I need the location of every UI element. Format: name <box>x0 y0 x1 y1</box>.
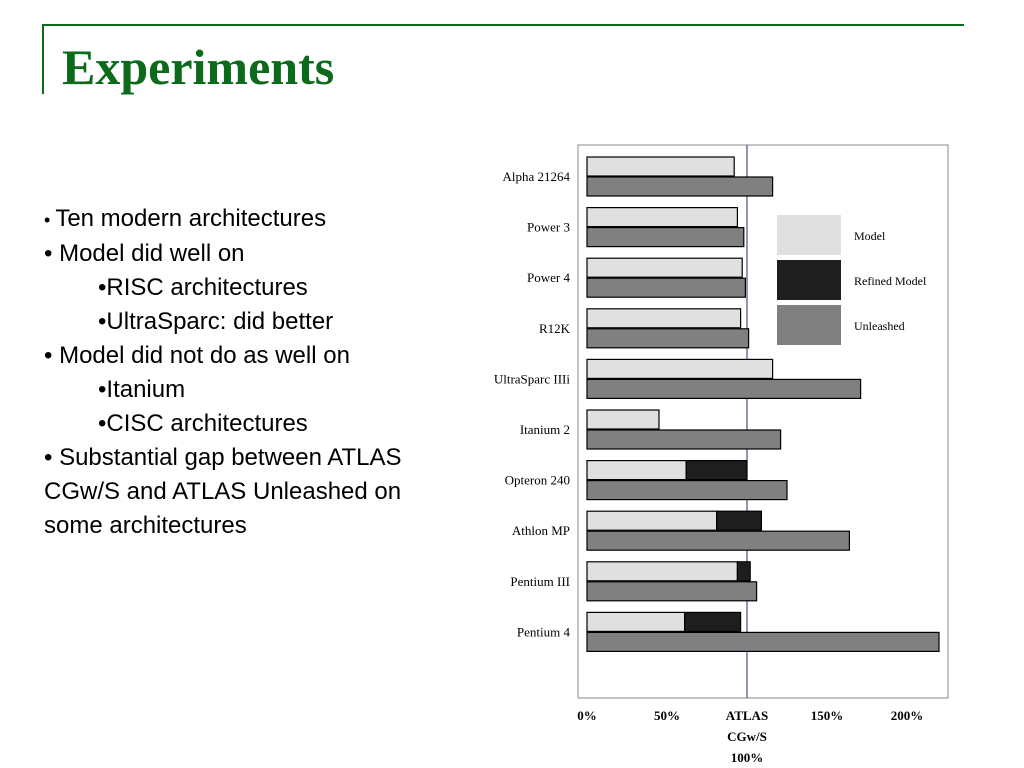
legend-label: Refined Model <box>854 274 927 288</box>
bullet-dot: • <box>44 210 56 230</box>
bullet-item: •UltraSparc: did better <box>44 305 484 339</box>
bar-refined-model <box>685 460 748 481</box>
category-label: UltraSparc IIIi <box>494 371 571 386</box>
frame-top-rule <box>42 24 964 26</box>
bar-unleashed <box>586 277 746 298</box>
bullet-item: •RISC architectures <box>44 271 484 305</box>
bullet-item: •CISC architectures <box>44 407 484 441</box>
plot-frame <box>577 144 949 699</box>
slide-title: Experiments <box>62 39 335 95</box>
bar-unleashed <box>586 530 850 551</box>
bullet-list: • Ten modern architectures • Model did we… <box>44 202 484 543</box>
bullet-item: • Substantial gap between ATLAS <box>44 441 484 475</box>
bar-model <box>586 206 738 228</box>
reference-label: CGw/S <box>727 729 767 744</box>
category-label: Itanium 2 <box>520 422 570 437</box>
bar-chart: Alpha 21264 Power 3 Power 4 R12K UltraSparc … <box>494 144 949 765</box>
bullet-text: •UltraSparc: did better <box>98 308 334 335</box>
bullet-item: CGw/S and ATLAS Unleashed on <box>44 475 484 509</box>
legend-swatch <box>777 215 841 255</box>
bullet-text: •CISC architectures <box>98 410 308 437</box>
bar-model <box>586 358 774 379</box>
bar-model <box>586 510 718 531</box>
x-tick-label: 0% <box>577 708 597 723</box>
bar-unleashed <box>586 429 782 450</box>
legend-label: Unleashed <box>854 319 905 333</box>
bullet-text: Model did not do as well on <box>59 342 350 369</box>
legend-label: Model <box>854 229 886 243</box>
bar-model <box>586 409 660 430</box>
category-label: Power 3 <box>527 220 570 235</box>
bullet-item: • Model did well on <box>44 237 484 271</box>
bar-model <box>586 308 742 329</box>
bullet-text: CGw/S and ATLAS Unleashed on <box>44 478 402 505</box>
bullet-item: • Model did not do as well on <box>44 339 484 373</box>
bullet-item: •Itanium <box>44 373 484 407</box>
reference-label: 100% <box>731 750 764 765</box>
x-tick-label: ATLAS <box>726 708 768 723</box>
category-label: Pentium III <box>510 574 570 589</box>
category-label: Power 4 <box>527 270 570 285</box>
frame-left-rule <box>42 24 44 94</box>
bullet-text: •Itanium <box>98 376 186 403</box>
bar-unleashed <box>586 226 745 248</box>
bar-unleashed <box>586 378 862 399</box>
bullet-text: Ten modern architectures <box>55 205 327 232</box>
bullet-dot: • <box>44 342 60 369</box>
bar-refined-model <box>716 510 763 531</box>
bullet-text: Substantial gap between ATLAS <box>59 444 402 471</box>
legend-swatch <box>777 260 841 300</box>
bullet-dot: • <box>44 240 60 267</box>
bar-unleashed <box>586 328 750 349</box>
bullet-text: some architectures <box>44 512 247 539</box>
bar-model <box>586 561 738 582</box>
category-label: Opteron 240 <box>505 473 570 488</box>
bar-model <box>586 156 735 177</box>
bullet-dot: • <box>44 444 60 471</box>
bar-unleashed <box>586 631 940 652</box>
bar-refined-model <box>684 611 742 632</box>
bar-refined-model <box>736 561 751 582</box>
bar-model <box>586 257 743 278</box>
bar-unleashed <box>586 176 774 197</box>
bar-unleashed <box>586 480 788 501</box>
bar-unleashed <box>586 581 758 602</box>
bullet-item: • Ten modern architectures <box>44 202 484 237</box>
category-label: Pentium 4 <box>517 624 571 639</box>
x-tick-label: 200% <box>891 708 924 723</box>
category-label: Athlon MP <box>512 523 570 538</box>
bullet-text: Model did well on <box>59 240 245 267</box>
category-label: Alpha 21264 <box>502 169 570 184</box>
x-tick-label: 50% <box>654 708 680 723</box>
x-tick-label: 150% <box>811 708 844 723</box>
bar-model <box>586 611 686 632</box>
bar-model <box>586 460 687 481</box>
bullet-item: some architectures <box>44 509 484 543</box>
category-label: R12K <box>539 321 571 336</box>
bullet-text: •RISC architectures <box>98 274 308 301</box>
legend-swatch <box>777 305 841 345</box>
